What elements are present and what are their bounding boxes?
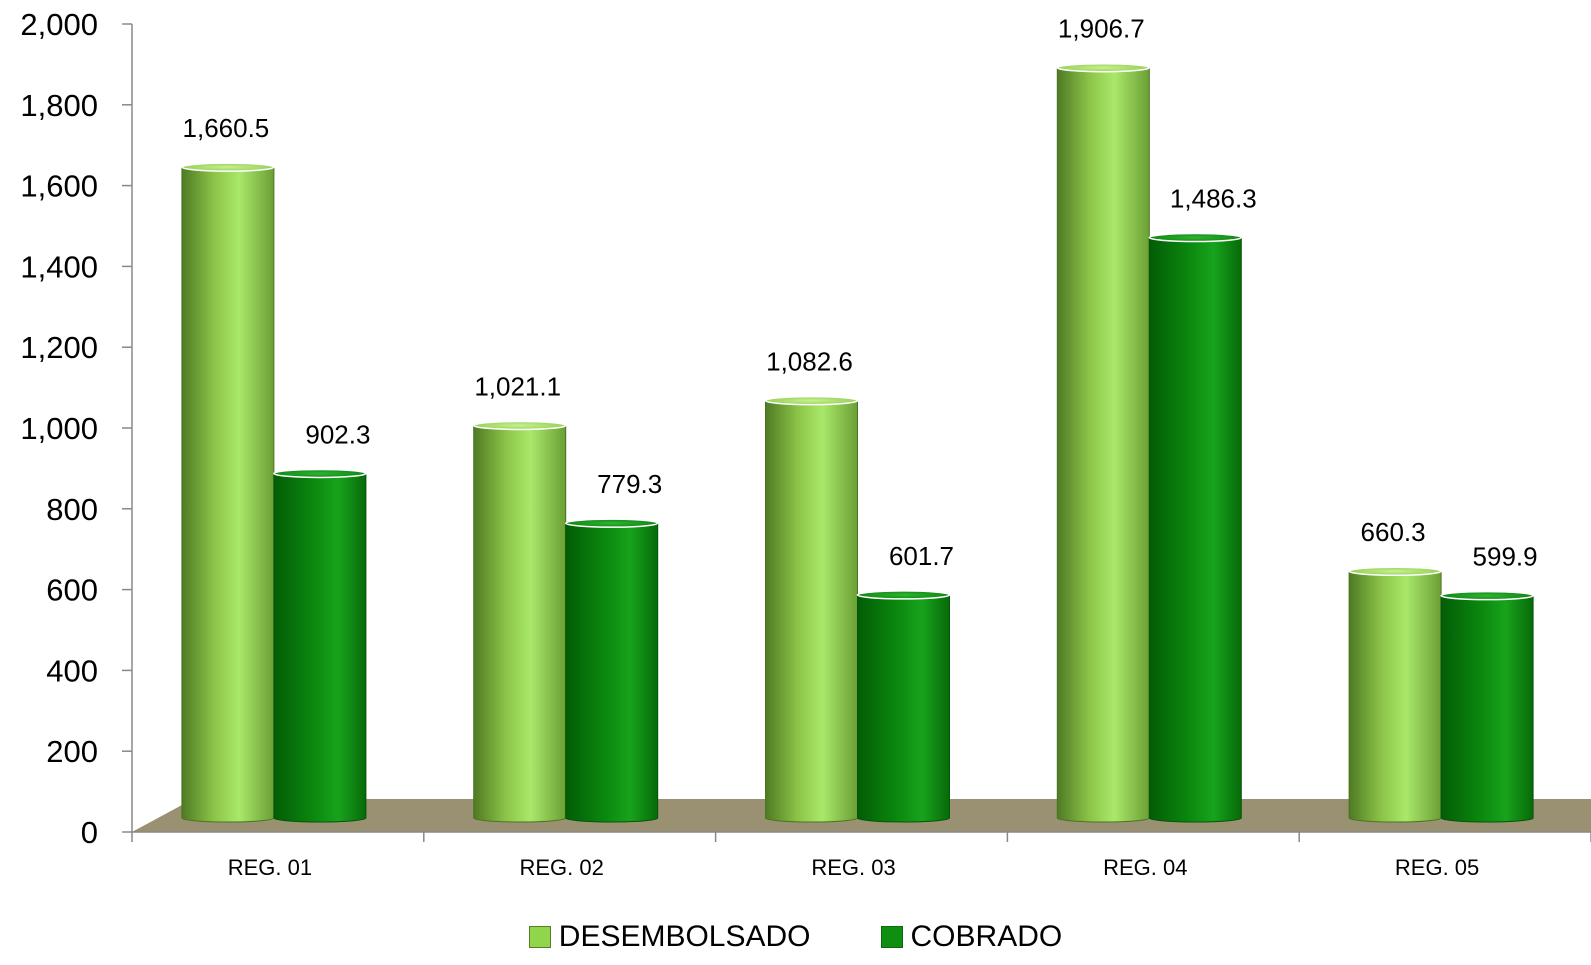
y-tick-label: 1,600 xyxy=(20,169,98,204)
data-label: 1,021.1 xyxy=(474,371,561,401)
bar-body xyxy=(181,166,275,823)
bar-body xyxy=(1056,67,1150,823)
bar-body xyxy=(857,594,950,823)
y-axis: 0 200 400 600 800 1,000 1,200 1,400 1,600 1,800 2,… xyxy=(20,7,132,850)
data-label: 1,660.5 xyxy=(183,113,270,143)
legend-item-desembolsado: DESEMBOLSADO xyxy=(528,920,811,954)
bar-body xyxy=(1440,595,1534,823)
x-tick-label: REG. 03 xyxy=(811,855,895,880)
bar-body xyxy=(273,472,367,823)
bar-cobrado-1 xyxy=(273,468,367,823)
bars-group xyxy=(181,62,1534,823)
x-tick-label: REG. 02 xyxy=(520,855,604,880)
y-tick-label: 2,000 xyxy=(20,7,98,42)
y-tick-label: 600 xyxy=(46,573,98,608)
data-label: 1,906.7 xyxy=(1058,14,1145,44)
bar-cap xyxy=(1348,566,1442,576)
legend-item-cobrado: COBRADO xyxy=(880,920,1063,954)
bar-body xyxy=(473,424,567,823)
x-tick-label: REG. 01 xyxy=(228,855,312,880)
bar-desembolsado-2 xyxy=(472,420,567,823)
bar-body xyxy=(565,522,659,823)
bar-desembolsado-5 xyxy=(1348,566,1442,823)
bar-cap xyxy=(564,518,659,528)
data-label: 599.9 xyxy=(1473,542,1538,572)
y-tick-label: 800 xyxy=(46,492,98,527)
y-tick-label: 400 xyxy=(46,653,98,688)
legend-swatch-cobrado xyxy=(880,926,903,948)
data-label: 1,486.3 xyxy=(1170,184,1257,214)
data-label: 902.3 xyxy=(305,419,370,449)
bar-cobrado-3 xyxy=(856,590,951,823)
x-tick-label: REG. 05 xyxy=(1395,855,1479,880)
y-tick-label: 1,800 xyxy=(20,88,98,123)
data-label: 779.3 xyxy=(597,469,662,499)
bar-desembolsado-3 xyxy=(764,395,859,823)
legend-swatch-desembolsado xyxy=(528,926,551,948)
legend-label-desembolsado: DESEMBOLSADO xyxy=(558,920,811,953)
bar-cap xyxy=(1440,590,1534,601)
y-tick-label: 1,400 xyxy=(20,249,98,284)
data-label: 601.7 xyxy=(889,541,954,571)
bar-body xyxy=(765,400,858,823)
bar-cobrado-5 xyxy=(1440,590,1534,823)
bar-cobrado-4 xyxy=(1148,232,1243,823)
legend: DESEMBOLSADO COBRADO xyxy=(0,912,1591,962)
bar-desembolsado-4 xyxy=(1056,62,1151,823)
bar-cap xyxy=(1056,62,1151,73)
bar-cap xyxy=(273,468,367,479)
y-tick-label: 1,000 xyxy=(20,411,98,446)
x-axis: REG. 01 REG. 02 REG. 03 REG. 04 REG. 05 xyxy=(131,832,1591,880)
bar-cap xyxy=(181,162,275,172)
bar-cap xyxy=(856,590,951,600)
data-label: 1,082.6 xyxy=(766,347,853,377)
bar-cap xyxy=(472,420,567,431)
bar-cap xyxy=(764,395,859,406)
data-label: 660.3 xyxy=(1361,517,1426,547)
bar-cap xyxy=(1148,232,1243,243)
bar-desembolsado-1 xyxy=(181,162,275,823)
y-tick-label: 200 xyxy=(46,734,98,769)
bar-body xyxy=(1148,237,1242,823)
legend-label-cobrado: COBRADO xyxy=(910,920,1063,953)
y-tick-label: 1,200 xyxy=(20,330,98,365)
x-tick-label: REG. 04 xyxy=(1103,855,1187,880)
bar-body xyxy=(1348,570,1442,823)
bar-cobrado-2 xyxy=(564,518,659,823)
y-tick-label: 0 xyxy=(81,815,98,850)
data-labels-group: 1,660.5 902.3 1,021.1 779.3 1,082.6 601.7 1,90… xyxy=(183,14,1538,572)
